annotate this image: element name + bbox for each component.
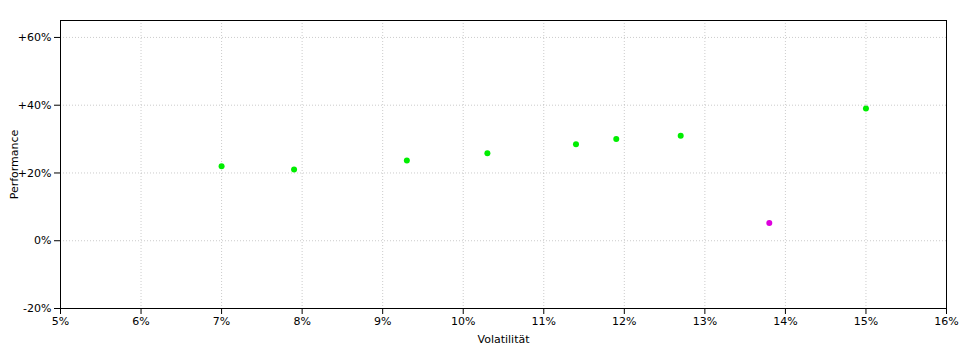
svg-text:7%: 7% xyxy=(213,315,230,328)
svg-text:12%: 12% xyxy=(612,315,636,328)
svg-text:9%: 9% xyxy=(374,315,391,328)
svg-text:Performance: Performance xyxy=(8,129,21,199)
svg-text:11%: 11% xyxy=(532,315,556,328)
svg-text:14%: 14% xyxy=(773,315,797,328)
svg-text:5%: 5% xyxy=(52,315,69,328)
svg-text:16%: 16% xyxy=(934,315,958,328)
svg-text:+60%: +60% xyxy=(18,31,52,44)
svg-text:+20%: +20% xyxy=(18,166,52,179)
svg-text:-20%: -20% xyxy=(23,302,51,315)
svg-text:15%: 15% xyxy=(854,315,878,328)
svg-text:+40%: +40% xyxy=(18,99,52,112)
svg-text:10%: 10% xyxy=(451,315,475,328)
svg-text:8%: 8% xyxy=(293,315,310,328)
svg-text:Volatilität: Volatilität xyxy=(477,333,530,346)
svg-text:0%: 0% xyxy=(34,234,51,247)
svg-text:13%: 13% xyxy=(693,315,717,328)
svg-text:6%: 6% xyxy=(132,315,149,328)
